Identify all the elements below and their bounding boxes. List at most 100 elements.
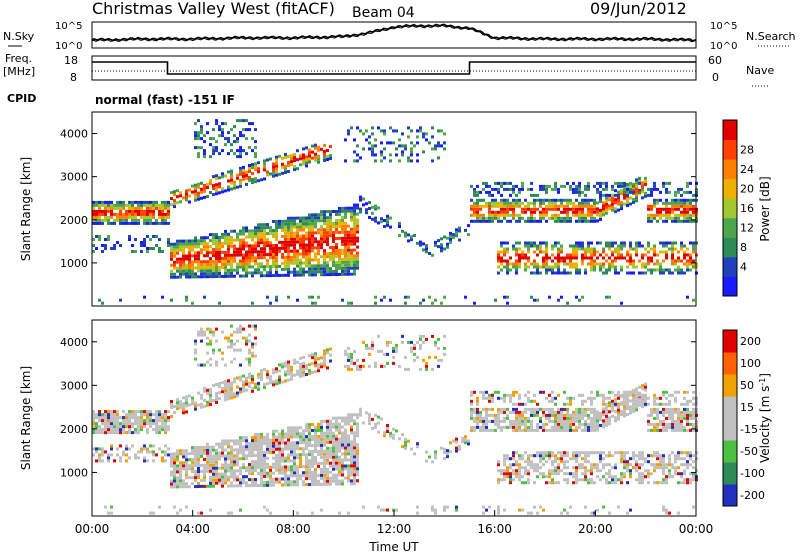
power-cell [383, 132, 386, 136]
velocity-cell [482, 396, 485, 400]
velocity-cell [503, 457, 506, 461]
power-cell [350, 209, 353, 213]
power-cell [326, 225, 329, 229]
velocity-cell [347, 476, 350, 480]
power-cell [290, 243, 293, 247]
power-cell [215, 269, 218, 272]
power-cell [395, 147, 398, 151]
velocity-cell [194, 464, 197, 468]
velocity-cell [119, 428, 122, 432]
power-cell [374, 219, 377, 223]
power-cell [488, 184, 491, 188]
power-cell [101, 209, 104, 213]
power-cell [515, 247, 518, 251]
power-cell [512, 207, 515, 211]
power-cell [323, 261, 326, 265]
velocity-cell [545, 481, 548, 485]
velocity-cell [575, 460, 578, 464]
velocity-cell [260, 450, 263, 454]
power-cell [572, 250, 575, 254]
velocity-cell [185, 398, 188, 402]
power-cell [116, 200, 119, 204]
power-cell [518, 247, 521, 251]
power-cell [665, 216, 668, 220]
power-cell [344, 266, 347, 270]
power-cell [575, 262, 578, 266]
power-cell [218, 275, 221, 278]
power-cell [257, 271, 260, 275]
power-cell [194, 131, 197, 135]
velocity-cell [473, 410, 476, 414]
velocity-cell [200, 511, 203, 515]
power-cell [557, 298, 560, 302]
power-cell [602, 187, 605, 191]
power-cell [485, 201, 488, 205]
power-cell [359, 195, 362, 199]
power-cell [653, 184, 656, 188]
power-cell [239, 172, 242, 176]
velocity-cell [314, 370, 317, 374]
velocity-cell [197, 458, 200, 461]
power-cell [410, 235, 413, 239]
velocity-cell [197, 455, 200, 458]
power-cell [443, 247, 446, 251]
power-cell [254, 271, 257, 275]
velocity-cell [572, 472, 575, 476]
velocity-cell [119, 431, 122, 435]
power-cell [659, 213, 662, 217]
velocity-cell [275, 379, 278, 383]
power-colorbar-tick: 20 [740, 182, 754, 195]
velocity-cell [329, 455, 332, 459]
velocity-cell [107, 425, 110, 429]
velocity-cell [368, 364, 371, 368]
power-cell [587, 184, 590, 188]
power-cell [554, 244, 557, 248]
power-cell [551, 198, 554, 202]
power-cell [308, 228, 311, 232]
velocity-cell [299, 456, 302, 460]
velocity-cell [227, 439, 230, 443]
velocity-cell [284, 456, 287, 460]
velocity-cell [212, 466, 215, 470]
power-cell [101, 218, 104, 222]
velocity-cell [98, 425, 101, 429]
power-cell [437, 239, 440, 243]
power-cell [629, 181, 632, 185]
power-cell [146, 209, 149, 213]
power-cell [557, 271, 560, 275]
power-cell [320, 243, 323, 247]
velocity-cell [287, 426, 290, 430]
power-cell [167, 200, 170, 204]
power-cell [617, 193, 620, 197]
velocity-cell [332, 461, 335, 465]
velocity-cell [263, 383, 266, 387]
power-cell [194, 266, 197, 270]
power-cell [332, 225, 335, 228]
velocity-cell [290, 377, 293, 381]
velocity-cell [230, 360, 233, 364]
velocity-cell [527, 407, 530, 411]
power-cell [590, 213, 593, 217]
velocity-cell [359, 410, 362, 414]
power-cell [515, 262, 518, 266]
power-cell [476, 213, 479, 217]
velocity-cell [587, 478, 590, 482]
velocity-cell [590, 399, 593, 403]
power-cell [503, 295, 506, 299]
velocity-cell [206, 336, 209, 340]
velocity-cell [317, 357, 320, 361]
power-cell [110, 206, 113, 210]
power-cell [203, 275, 206, 279]
velocity-cell [137, 416, 140, 420]
velocity-cell [548, 457, 551, 461]
power-cell [317, 154, 320, 158]
power-cell [347, 209, 350, 213]
velocity-cell [185, 449, 188, 453]
power-cell [170, 245, 173, 249]
power-cell [179, 275, 182, 279]
velocity-cell [284, 474, 287, 478]
power-cell [257, 232, 260, 236]
velocity-cell [293, 429, 296, 433]
power-cell [482, 198, 485, 202]
power-cell [131, 212, 134, 216]
